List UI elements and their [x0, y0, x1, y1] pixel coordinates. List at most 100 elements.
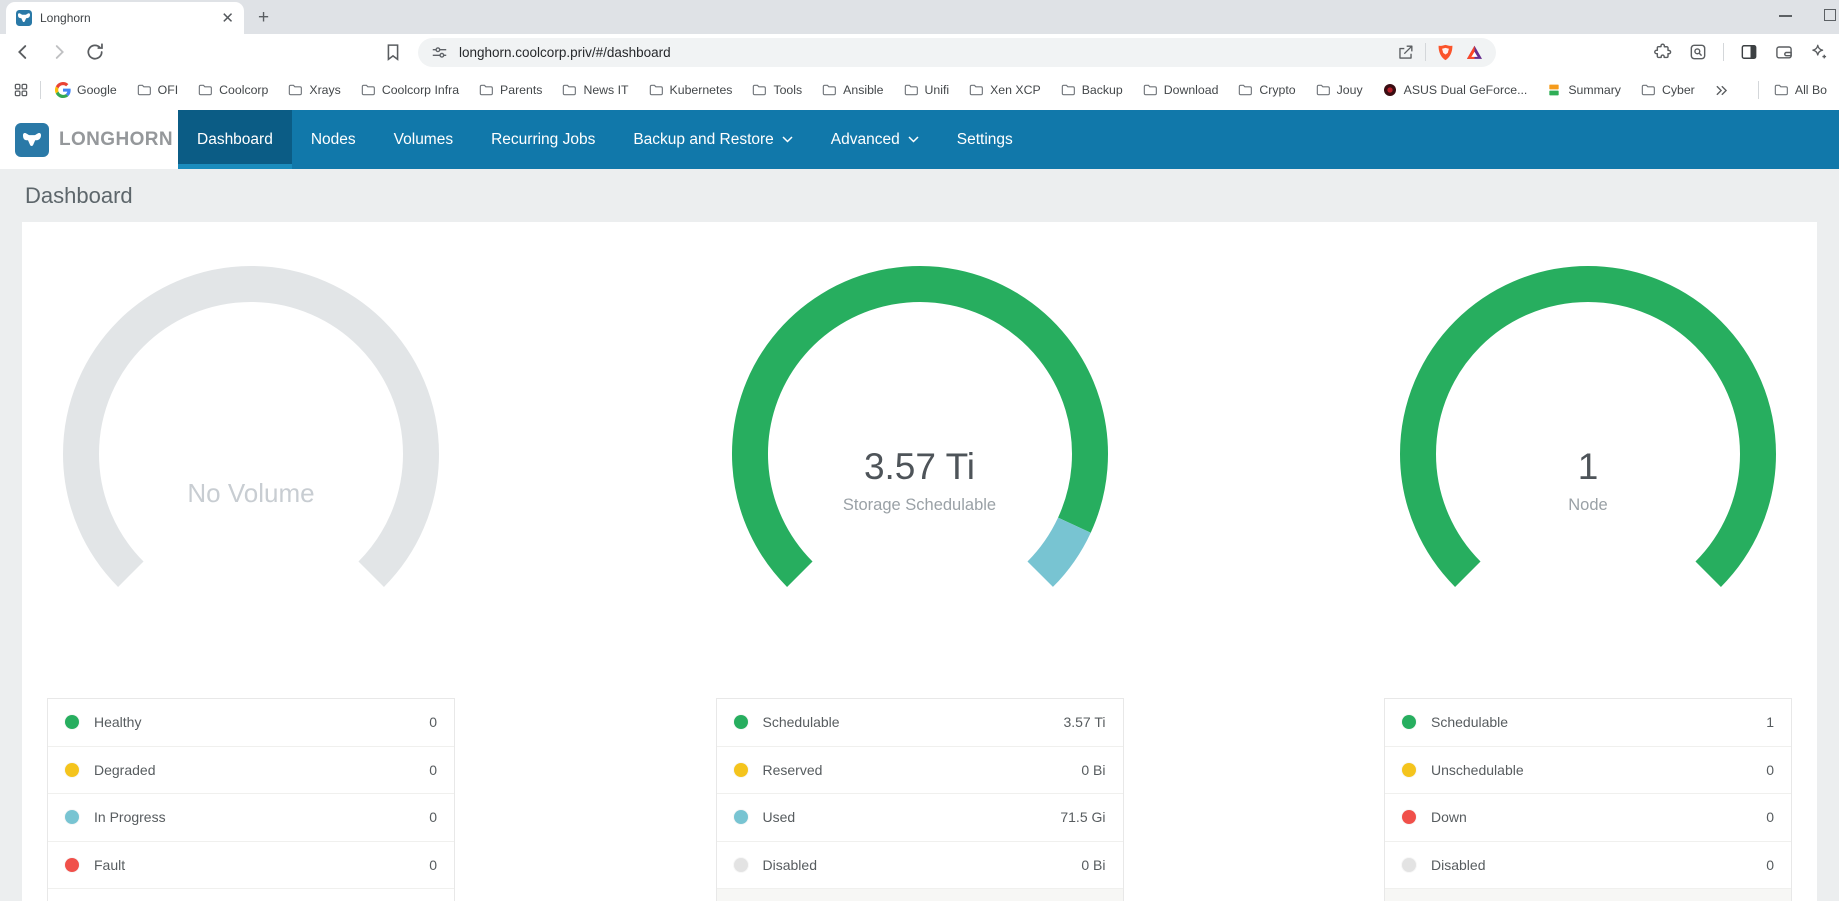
legend-row-label: Down — [1431, 809, 1467, 826]
brave-shield-icon[interactable] — [1436, 43, 1455, 62]
browser-tab-strip: Longhorn ✕ + — [0, 0, 1839, 34]
bookmark-coolcorp[interactable]: Coolcorp — [197, 82, 268, 98]
legend-row-value: 0 — [429, 714, 437, 731]
site-settings-icon[interactable] — [430, 43, 449, 62]
page-title-row: Dashboard — [0, 169, 1839, 222]
bookmark-label: ASUS Dual GeForce... — [1403, 83, 1528, 97]
nav-item-nodes[interactable]: Nodes — [292, 110, 375, 169]
legend-row-label: Disabled — [1431, 857, 1486, 874]
all-bookmarks-button[interactable]: All Bo — [1773, 82, 1827, 98]
bookmark-label: Jouy — [1336, 83, 1363, 97]
new-tab-button[interactable]: + — [258, 7, 270, 28]
legend-row-label: Schedulable — [762, 714, 840, 731]
legend-row-label: Disabled — [762, 857, 817, 874]
bookmarks-overflow-icon[interactable] — [1713, 82, 1730, 99]
bookmark-label: Summary — [1568, 83, 1621, 97]
bookmark-xen-xcp[interactable]: Xen XCP — [968, 82, 1041, 98]
tab-title: Longhorn — [40, 11, 91, 25]
bookmark-xrays[interactable]: Xrays — [287, 82, 341, 98]
bookmark-ansible[interactable]: Ansible — [821, 82, 884, 98]
browser-toolbar: longhorn.coolcorp.priv/#/dashboard — [0, 34, 1839, 70]
folder-icon — [1640, 82, 1656, 98]
bookmark-coolcorp-infra[interactable]: Coolcorp Infra — [360, 82, 459, 98]
bookmark-label: Google — [77, 83, 117, 97]
legend-row-disabled: Disabled 0 — [1385, 842, 1791, 890]
bookmark-unifi[interactable]: Unifi — [903, 82, 949, 98]
bookmark-crypto[interactable]: Crypto — [1237, 82, 1296, 98]
leo-ai-icon[interactable] — [1809, 42, 1829, 62]
summary-icon — [1546, 82, 1562, 98]
browser-tab-longhorn[interactable]: Longhorn ✕ — [6, 2, 244, 34]
bookmark-summary[interactable]: Summary — [1546, 82, 1621, 98]
bookmark-label: Tools — [773, 83, 803, 97]
search-tabs-icon[interactable] — [1688, 42, 1708, 62]
bookmark-google[interactable]: Google — [55, 82, 117, 98]
reload-icon[interactable] — [84, 41, 106, 63]
folder-icon — [360, 82, 376, 98]
nav-item-recurring-jobs[interactable]: Recurring Jobs — [472, 110, 614, 169]
nav-item-label: Settings — [956, 130, 1013, 148]
window-maximize-button[interactable] — [1824, 9, 1836, 21]
legend-row-value: 0 — [1766, 761, 1774, 778]
status-dot-icon — [65, 858, 79, 873]
legend-row-label: Healthy — [94, 714, 142, 731]
legend-row-label: Fault — [94, 857, 126, 874]
nav-item-volumes[interactable]: Volumes — [375, 110, 472, 169]
bookmark-tools[interactable]: Tools — [751, 82, 802, 98]
dashboard-card: No Volume Healthy 0 Degraded 0 In Progre… — [22, 222, 1817, 901]
nav-item-dashboard[interactable]: Dashboard — [178, 110, 292, 169]
window-minimize-button[interactable] — [1779, 15, 1792, 17]
bookmark-jouy[interactable]: Jouy — [1315, 82, 1363, 98]
legend-row-label: Used — [762, 809, 796, 826]
bookmark-backup[interactable]: Backup — [1060, 82, 1123, 98]
bookmark-ofi[interactable]: OFI — [136, 82, 178, 98]
folder-icon — [1142, 82, 1158, 98]
bookmark-label: Xrays — [309, 83, 341, 97]
nav-item-label: Volumes — [393, 130, 454, 148]
panel-node: 1 Node Schedulable 1 Unschedulable 0 Dow… — [1384, 222, 1792, 901]
legend-row-healthy: Healthy 0 — [48, 699, 454, 747]
apps-grid-icon[interactable] — [12, 81, 30, 99]
folder-icon — [478, 82, 494, 98]
bookmark-cyber[interactable]: Cyber — [1640, 82, 1695, 98]
sidebar-icon[interactable] — [1739, 42, 1759, 62]
bookmark-asus-dual-geforce[interactable]: ASUS Dual GeForce... — [1382, 82, 1528, 98]
legend-total-row: Total 3.64 Ti — [716, 889, 1123, 901]
extensions-icon[interactable] — [1653, 42, 1673, 62]
nav-item-settings[interactable]: Settings — [938, 110, 1032, 169]
brave-rewards-icon[interactable] — [1465, 43, 1484, 62]
url-text[interactable]: longhorn.coolcorp.priv/#/dashboard — [459, 44, 671, 60]
gauge-label: Storage Schedulable — [842, 496, 997, 514]
back-icon[interactable] — [12, 41, 34, 63]
bookmark-label: Ansible — [843, 83, 884, 97]
chevron-down-icon — [782, 136, 793, 143]
legend-row-label: In Progress — [94, 809, 166, 826]
nav-item-backup-and-restore[interactable]: Backup and Restore — [614, 110, 811, 169]
wallet-icon[interactable] — [1774, 42, 1794, 62]
folder-icon — [821, 82, 837, 98]
gauge-label: Node — [1568, 496, 1608, 514]
bookmark-download[interactable]: Download — [1142, 82, 1218, 98]
status-dot-icon — [1402, 715, 1416, 730]
share-icon[interactable] — [1396, 43, 1415, 62]
panel-storage: 3.57 Ti Storage Schedulable Schedulable … — [715, 222, 1124, 901]
legend-row-degraded: Degraded 0 — [48, 747, 454, 795]
legend-row-value: 0 Bi — [1081, 857, 1106, 874]
bookmark-label: Cyber — [1661, 83, 1695, 97]
bookmark-news-it[interactable]: News IT — [561, 82, 629, 98]
bookmark-kubernetes[interactable]: Kubernetes — [648, 82, 732, 98]
tab-close-icon[interactable]: ✕ — [221, 9, 234, 27]
folder-icon — [751, 82, 767, 98]
nav-item-label: Dashboard — [197, 130, 273, 148]
longhorn-brand[interactable]: LONGHORN — [0, 110, 178, 169]
nav-item-label: Nodes — [310, 130, 356, 148]
forward-icon[interactable] — [48, 41, 70, 63]
nav-item-advanced[interactable]: Advanced — [812, 110, 938, 169]
nav-item-label: Backup and Restore — [633, 130, 774, 148]
url-bar[interactable]: longhorn.coolcorp.priv/#/dashboard — [418, 37, 1496, 67]
legend-row-unschedulable: Unschedulable 0 — [1385, 747, 1791, 795]
legend-row-schedulable: Schedulable 3.57 Ti — [716, 699, 1123, 747]
bookmark-parents[interactable]: Parents — [478, 82, 542, 98]
bookmarks-panel-icon[interactable] — [382, 41, 404, 63]
legend-row-value: 3.57 Ti — [1063, 714, 1106, 731]
